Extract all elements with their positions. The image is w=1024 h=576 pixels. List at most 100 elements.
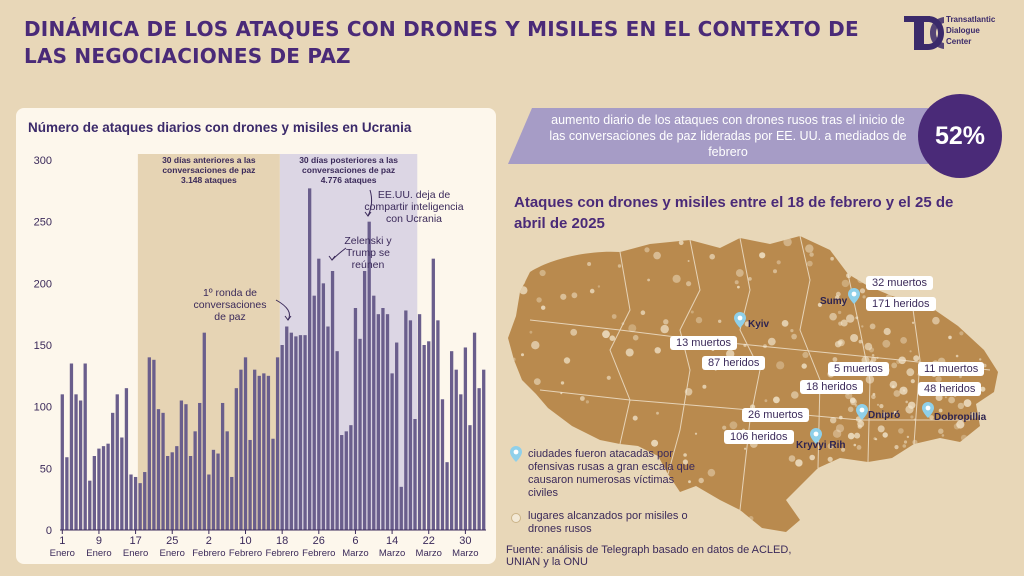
attack-dot (876, 403, 880, 406)
bar (289, 332, 293, 530)
attack-dot (523, 243, 528, 247)
annotation-text: EE.UU. deja de (378, 189, 451, 201)
attack-dot (647, 278, 650, 282)
annotation-text: de paz (214, 311, 246, 323)
region-label: conversaciones de paz (302, 165, 395, 175)
attack-dot (854, 432, 861, 439)
attack-dot (901, 251, 905, 255)
legend-dot-text: lugares alcanzados por misiles o drones … (528, 510, 688, 535)
attack-dot (859, 288, 866, 294)
attack-dot (632, 334, 639, 341)
bar (353, 308, 358, 530)
x-tick-month: Febrero (302, 548, 335, 559)
attack-dot (628, 324, 637, 333)
bar (408, 320, 413, 530)
attack-dot (509, 379, 512, 382)
attack-dot (539, 250, 545, 256)
attack-dot (580, 396, 585, 401)
banner-text: aumento diario de los ataques con drones… (549, 113, 907, 159)
bar (436, 320, 440, 530)
attack-dot (518, 278, 526, 285)
bar (198, 402, 202, 530)
bar (358, 338, 362, 530)
bar (404, 310, 408, 530)
x-tick-month: Febrero (229, 548, 262, 559)
attack-dot (902, 389, 906, 392)
bar (440, 399, 445, 530)
attack-dot (868, 522, 872, 526)
attack-dot (832, 357, 838, 362)
attack-dot (993, 422, 996, 425)
bar (60, 394, 64, 530)
map-pin-icon (510, 446, 522, 462)
attack-dot (949, 279, 953, 283)
bar (344, 431, 348, 530)
attack-dot (722, 425, 727, 430)
attack-dot (906, 251, 910, 255)
attack-dot (776, 361, 785, 370)
bar (243, 357, 248, 530)
logo-line-3: Center (946, 37, 972, 46)
y-tick-label: 100 (34, 402, 52, 414)
attack-dot (889, 380, 898, 389)
attack-dot (854, 404, 858, 407)
attack-dot (925, 242, 929, 247)
attack-dot (519, 286, 528, 295)
attack-dot (999, 272, 1001, 274)
attack-dot (541, 305, 546, 310)
attack-dot (805, 244, 814, 253)
region-label: 4.776 ataques (321, 175, 377, 185)
bar (120, 437, 124, 530)
annotation-arrowhead (284, 315, 292, 321)
attack-dot (873, 437, 877, 440)
bar (78, 400, 83, 530)
attack-dot (521, 353, 524, 357)
attack-dot (809, 252, 814, 257)
attack-dot (869, 323, 876, 330)
attack-dot (709, 253, 715, 260)
attack-dot (827, 456, 833, 462)
attack-dot (509, 301, 514, 306)
attack-dot (695, 316, 703, 324)
bar (253, 369, 257, 530)
attack-dot (529, 330, 533, 334)
attack-dot (915, 446, 918, 449)
x-tick-day: 6 (352, 535, 358, 547)
bar (184, 404, 188, 530)
attack-dot (935, 376, 942, 383)
bar (417, 314, 422, 530)
bar (230, 476, 234, 530)
attack-dot (531, 341, 540, 350)
annotation-text: compartir inteligencia (364, 201, 463, 213)
bar (220, 402, 225, 530)
injured-label: 18 heridos (800, 380, 864, 394)
bar (147, 357, 151, 530)
attack-dot (585, 400, 589, 404)
attack-dot (979, 358, 982, 361)
bar (472, 332, 477, 530)
attack-dot (817, 302, 822, 307)
bar (413, 419, 417, 530)
bar (262, 373, 266, 530)
attack-dot (827, 443, 834, 450)
attack-dot (841, 279, 850, 288)
attack-dot (964, 289, 967, 292)
bar (399, 486, 403, 530)
region-label: 30 días posteriores a las (299, 155, 398, 165)
ukraine-map (508, 235, 1001, 532)
attack-dot (883, 327, 891, 336)
attack-dot (856, 445, 862, 450)
attack-dot (913, 355, 920, 362)
attack-dot (857, 237, 864, 245)
map-title: Ataques con drones y misiles entre el 18… (514, 194, 954, 232)
x-tick-month: Febrero (266, 548, 299, 559)
y-tick-label: 150 (34, 340, 52, 352)
bar (202, 332, 206, 530)
attack-dot (967, 269, 975, 277)
annotation-text: reúnen (352, 259, 385, 271)
attack-dot (879, 404, 884, 409)
attack-dot (731, 236, 736, 240)
attack-dot (882, 471, 890, 479)
attack-dot (552, 420, 562, 429)
attack-dot (570, 328, 578, 336)
